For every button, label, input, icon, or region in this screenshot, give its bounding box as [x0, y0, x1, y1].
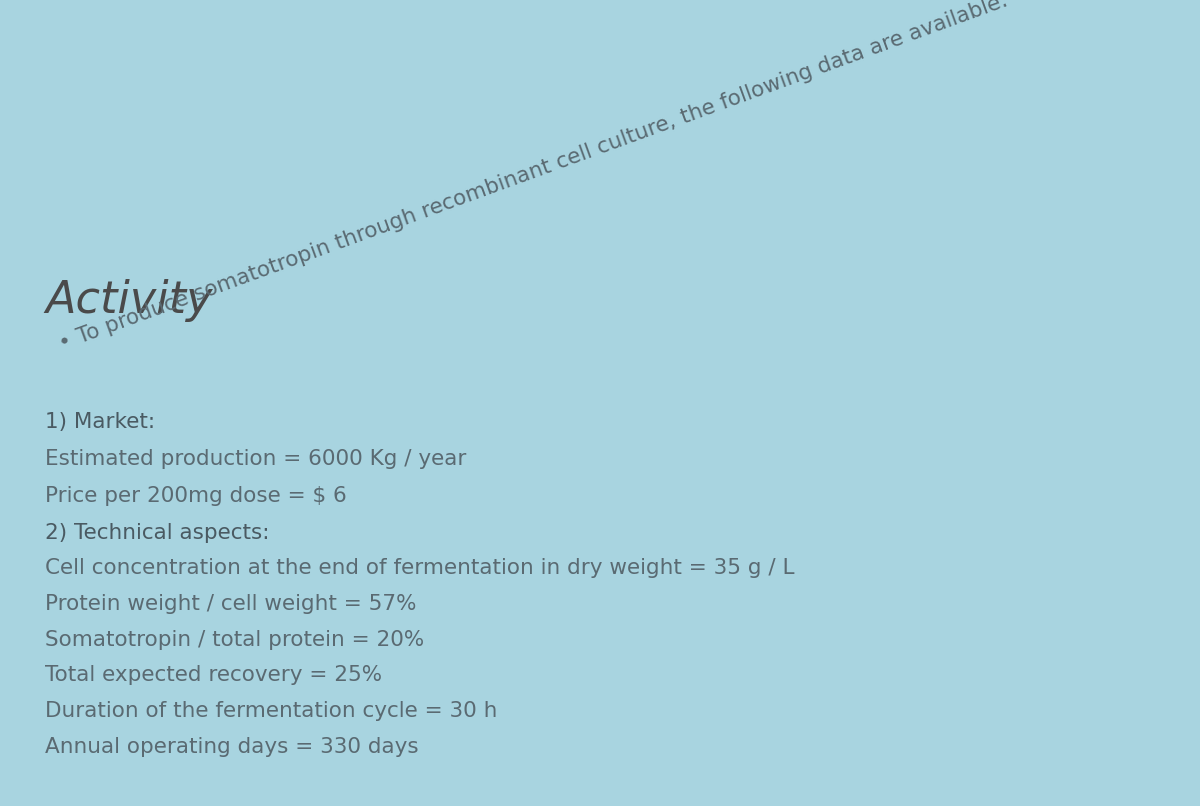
- Text: Somatotropin / total protein = 20%: Somatotropin / total protein = 20%: [46, 629, 425, 650]
- Text: Price per 200mg dose = $ 6: Price per 200mg dose = $ 6: [46, 486, 347, 506]
- Text: 1) Market:: 1) Market:: [46, 412, 155, 432]
- Text: Duration of the fermentation cycle = 30 h: Duration of the fermentation cycle = 30 …: [46, 701, 498, 721]
- Text: 2) Technical aspects:: 2) Technical aspects:: [46, 522, 270, 542]
- Text: Cell concentration at the end of fermentation in dry weight = 35 g / L: Cell concentration at the end of ferment…: [46, 559, 794, 579]
- Text: Annual operating days = 330 days: Annual operating days = 330 days: [46, 737, 419, 757]
- Text: Total expected recovery = 25%: Total expected recovery = 25%: [46, 666, 383, 685]
- Text: Protein weight / cell weight = 57%: Protein weight / cell weight = 57%: [46, 594, 416, 614]
- Text: Estimated production = 6000 Kg / year: Estimated production = 6000 Kg / year: [46, 449, 467, 469]
- Text: • To produce somatotropin through recombinant cell culture, the following data a: • To produce somatotropin through recomb…: [56, 0, 1010, 355]
- Text: Activity: Activity: [46, 279, 212, 322]
